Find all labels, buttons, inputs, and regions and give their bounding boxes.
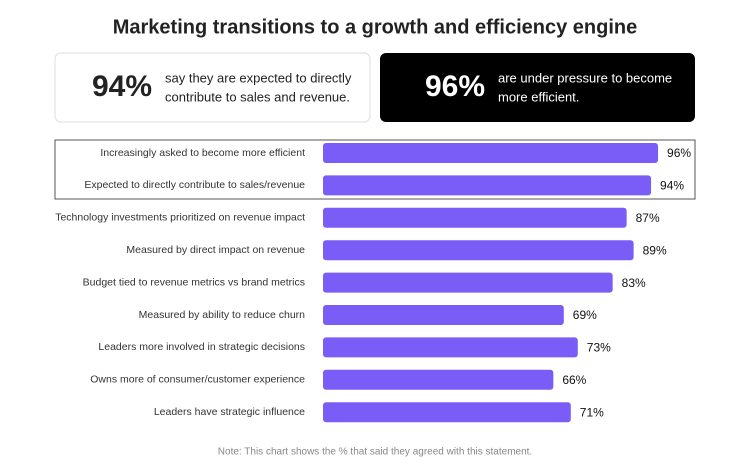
category-label: Owns more of consumer/customer experienc… <box>90 374 305 386</box>
category-label: Measured by ability to reduce churn <box>139 309 305 321</box>
bar <box>323 207 627 228</box>
callout-text: say they are expected to directly <box>165 70 352 85</box>
bar <box>323 240 634 261</box>
category-label: Budget tied to revenue metrics vs brand … <box>83 276 305 288</box>
value-label: 89% <box>643 243 667 257</box>
category-label: Increasingly asked to become more effici… <box>100 147 305 159</box>
callout-card <box>380 53 695 122</box>
value-label: 96% <box>667 146 691 160</box>
callout-text: more efficient. <box>498 89 579 104</box>
callout-text: contribute to sales and revenue. <box>165 89 350 104</box>
value-label: 83% <box>622 276 646 290</box>
bar <box>323 369 554 390</box>
bar <box>323 337 578 358</box>
category-label: Leaders have strategic influence <box>154 406 305 418</box>
value-label: 94% <box>660 179 684 193</box>
value-label: 69% <box>573 308 597 322</box>
bar <box>323 305 564 325</box>
callout-text: are under pressure to become <box>498 70 672 85</box>
value-label: 73% <box>587 341 611 355</box>
callout-card <box>54 52 371 123</box>
value-label: 71% <box>580 405 604 419</box>
value-label: 66% <box>562 373 586 387</box>
category-label: Expected to directly contribute to sales… <box>84 179 305 191</box>
title: Marketing transitions to a growth and ef… <box>113 16 638 38</box>
highlight-box <box>54 139 696 200</box>
callout-stat: 94% <box>92 70 152 103</box>
category-label: Measured by direct impact on revenue <box>126 244 305 256</box>
note: Note: This chart shows the % that said t… <box>218 447 532 458</box>
bar <box>323 402 571 423</box>
bar <box>323 272 613 293</box>
bar <box>323 175 652 196</box>
category-label: Technology investments prioritized on re… <box>55 212 305 224</box>
value-label: 87% <box>636 211 660 225</box>
category-label: Leaders more involved in strategic decis… <box>98 341 305 353</box>
bar <box>323 143 659 163</box>
callout-stat: 96% <box>425 70 485 103</box>
